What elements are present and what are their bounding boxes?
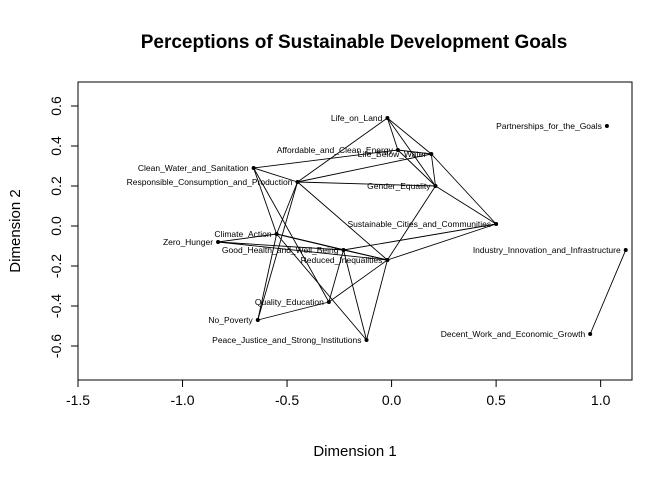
x-tick-label: 0.0 [382, 392, 402, 408]
edge-zero-hunger-to-good-health-and-well-being [218, 241, 344, 251]
edge-affordable-and-clean-energy-to-life-below-water [397, 149, 432, 155]
edge-responsible-consumption-and-production-to-gender-equality [297, 181, 436, 187]
point-label-responsible-consumption-and-production: Responsible_Consumption_and_Production [127, 177, 293, 187]
point-label-life-below-water: Life_Below_Water [358, 149, 427, 159]
edge-reduced-inequalities-to-quality-education [328, 259, 388, 303]
y-axis-title: Dimension 2 [7, 189, 24, 272]
edge-climate-action-to-peace-justice-and-strong-institutions [276, 233, 367, 341]
edge-climate-action-to-zero-hunger [218, 233, 277, 243]
edge-clean-water-and-sanitation-to-climate-action [253, 167, 278, 235]
y-tick-label: 0.6 [48, 96, 64, 116]
edge-quality-education-to-no-poverty [257, 301, 329, 321]
x-axis: -1.5 -1.0 -0.5 0.0 0.5 1.0 [66, 379, 611, 408]
y-tick-label: 0.4 [48, 136, 64, 156]
x-tick-label: -1.5 [66, 392, 90, 408]
x-tick-label: 1.0 [591, 392, 611, 408]
y-tick-label: 0.0 [48, 216, 64, 236]
point-gender-equality [433, 184, 438, 188]
edge-clean-water-and-sanitation-to-responsible-consumption-and-production [253, 167, 298, 183]
edge-layer [218, 117, 627, 341]
point-responsible-consumption-and-production [295, 180, 300, 184]
point-label-quality-education: Quality_Education [255, 297, 324, 307]
y-axis: -0.6 -0.4 -0.2 0.0 0.2 0.4 0.6 [48, 96, 79, 358]
point-life-on-land [385, 116, 390, 120]
edge-industry-innovation-and-infrastructure-to-decent-work-and-economic-growth [589, 249, 627, 335]
edge-life-on-land-to-life-below-water [387, 117, 432, 155]
edge-sustainable-cities-and-communities-to-reduced-inequalities [387, 223, 497, 261]
point-affordable-and-clean-energy [395, 148, 400, 152]
edge-affordable-and-clean-energy-to-gender-equality [397, 149, 436, 187]
x-tick-label: -1.0 [170, 392, 194, 408]
point-label-peace-justice-and-strong-institutions: Peace_Justice_and_Strong_Institutions [212, 335, 361, 345]
chart-title: Perceptions of Sustainable Development G… [141, 32, 568, 53]
point-life-below-water [429, 152, 434, 156]
point-decent-work-and-economic-growth [588, 332, 593, 336]
edge-good-health-and-well-being-to-peace-justice-and-strong-institutions [343, 249, 367, 341]
edge-life-on-land-to-responsible-consumption-and-production [297, 117, 388, 183]
point-quality-education [326, 300, 331, 304]
edge-life-on-land-to-affordable-and-clean-energy [386, 117, 399, 151]
point-label-partnerships-for-the-goals: Partnerships_for_the_Goals [496, 121, 602, 131]
point-peace-justice-and-strong-institutions [364, 338, 369, 342]
point-label-climate-action: Climate_Action [214, 229, 271, 239]
edge-responsible-consumption-and-production-to-reduced-inequalities [297, 181, 388, 261]
point-label-reduced-inequalities: Reduced_Inequalities [301, 255, 383, 265]
point-label-good-health-and-well-being: Good_Health_and_Well_Being [222, 245, 339, 255]
x-tick-label: 0.5 [486, 392, 506, 408]
point-partnerships-for-the-goals [604, 124, 609, 128]
point-layer [216, 116, 628, 342]
point-label-sustainable-cities-and-communities: Sustainable_Cities_and_Communities [347, 219, 491, 229]
point-label-life-on-land: Life_on_Land [331, 113, 383, 123]
point-label-gender-equality: Gender_Equality [367, 181, 431, 191]
point-sustainable-cities-and-communities [494, 222, 499, 226]
edge-reduced-inequalities-to-peace-justice-and-strong-institutions [366, 259, 388, 341]
point-label-affordable-and-clean-energy: Affordable_and_Clean_Energy [277, 145, 394, 155]
y-tick-label: 0.2 [48, 176, 64, 196]
point-label-no-poverty: No_Poverty [208, 315, 253, 325]
edge-life-below-water-to-gender-equality [430, 153, 436, 187]
edge-life-below-water-to-responsible-consumption-and-production [297, 153, 432, 183]
point-label-layer: Life_on_Land Partnerships_for_the_Goals Af… [127, 113, 621, 345]
point-label-decent-work-and-economic-growth: Decent_Work_and_Economic_Growth [441, 329, 586, 339]
y-tick-label: -0.6 [48, 334, 64, 358]
edge-responsible-consumption-and-production-to-climate-action [276, 181, 298, 235]
point-label-zero-hunger: Zero_Hunger [163, 237, 213, 247]
point-industry-innovation-and-infrastructure [623, 248, 628, 252]
edge-life-below-water-to-sustainable-cities-and-communities [430, 153, 497, 225]
point-good-health-and-well-being [341, 248, 346, 252]
y-tick-label: -0.4 [48, 294, 64, 318]
point-label-industry-innovation-and-infrastructure: Industry_Innovation_and_Infrastructure [473, 245, 621, 255]
edge-good-health-and-well-being-to-quality-education [328, 249, 344, 303]
edge-sustainable-cities-and-communities-to-good-health-and-well-being [343, 223, 497, 251]
edge-gender-equality-to-sustainable-cities-and-communities [435, 185, 497, 225]
point-label-clean-water-and-sanitation: Clean_Water_and_Sanitation [138, 163, 249, 173]
edge-affordable-and-clean-energy-to-clean-water-and-sanitation [253, 149, 398, 169]
y-tick-label: -0.2 [48, 254, 64, 278]
edge-zero-hunger-to-reduced-inequalities [218, 241, 388, 261]
edge-good-health-and-well-being-to-reduced-inequalities [343, 249, 388, 261]
x-tick-label: -0.5 [275, 392, 299, 408]
edge-clean-water-and-sanitation-to-quality-education [253, 167, 330, 303]
point-no-poverty [255, 318, 260, 322]
edge-responsible-consumption-and-production-to-no-poverty [257, 181, 298, 321]
x-axis-title: Dimension 1 [313, 443, 396, 460]
edge-gender-equality-to-reduced-inequalities [387, 185, 436, 261]
point-zero-hunger [216, 240, 221, 244]
point-reduced-inequalities [385, 258, 390, 262]
point-climate-action [274, 232, 279, 236]
point-clean-water-and-sanitation [251, 166, 256, 170]
